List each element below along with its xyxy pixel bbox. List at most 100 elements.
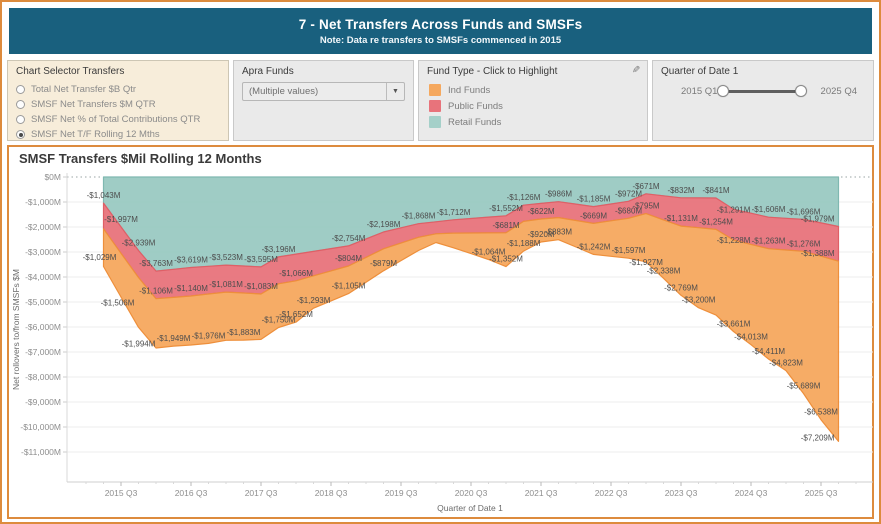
mark-label-public-funds: -$1,263M <box>752 237 786 246</box>
slider-track[interactable] <box>723 90 801 93</box>
dashboard-header: 7 - Net Transfers Across Funds and SMSFs… <box>9 8 872 54</box>
mark-label-ind-funds: -$1,949M <box>157 334 191 343</box>
x-tick-label: 2021 Q3 <box>525 488 558 498</box>
legend-swatch <box>429 100 441 112</box>
y-axis-title: Net rollovers to/from SMSFs $M <box>11 269 21 390</box>
mark-label-retail-funds: -$1,696M <box>787 207 821 216</box>
fund-type-legend-panel: Fund Type - Click to Highlight ✎ Ind Fun… <box>418 60 648 141</box>
radio-icon[interactable] <box>16 85 25 94</box>
mark-label-public-funds: -$669M <box>580 211 607 220</box>
mark-label-ind-funds: -$1,597M <box>612 246 646 255</box>
mark-label-retail-funds: -$3,196M <box>262 245 296 254</box>
mark-label-retail-funds: -$1,185M <box>577 195 611 204</box>
radio-option-label: SMSF Net T/F Rolling 12 Mths <box>31 129 160 140</box>
mark-label-ind-funds: -$6,538M <box>804 408 838 417</box>
radio-option-label: SMSF Net Transfers $M QTR <box>31 99 156 110</box>
chart-selector-option[interactable]: Total Net Transfer $B Qtr <box>16 82 220 97</box>
chart-selector-option[interactable]: SMSF Net % of Total Contributions QTR <box>16 112 220 127</box>
mark-label-ind-funds: -$5,689M <box>787 382 821 391</box>
chevron-down-icon[interactable]: ▼ <box>386 83 404 100</box>
mark-label-retail-funds: -$841M <box>702 186 729 195</box>
y-tick-label: -$11,000M <box>21 447 61 457</box>
chart-selector-option[interactable]: SMSF Net Transfers $M QTR <box>16 97 220 112</box>
slider-handle-right[interactable] <box>794 85 807 97</box>
mark-label-public-funds: -$1,106M <box>139 287 173 296</box>
chart-selector-title: Chart Selector Transfers <box>16 66 125 77</box>
highlight-pen-icon[interactable]: ✎ <box>631 65 640 76</box>
chart-selector-option[interactable]: SMSF Net T/F Rolling 12 Mths <box>16 127 220 142</box>
mark-label-public-funds: -$622M <box>527 207 554 216</box>
mark-label-retail-funds: -$1,997M <box>104 215 138 224</box>
fund-type-legend-items: Ind Funds Public Funds Retail Funds <box>427 82 639 130</box>
mark-label-ind-funds: -$1,064M <box>472 248 506 257</box>
stacked-area-chart[interactable]: $0M -$1,000M -$2,000M -$3,000M -$4,000M -$5,0… <box>9 167 876 517</box>
mark-label-retail-funds: -$972M <box>615 189 642 198</box>
quarter-filter-title: Quarter of Date 1 <box>661 66 739 77</box>
mark-label-retail-funds: -$671M <box>632 182 659 191</box>
y-tick-label: $0M <box>44 172 61 182</box>
apra-funds-dropdown[interactable]: (Multiple values) ▼ <box>242 82 405 101</box>
mark-label-ind-funds: -$1,293M <box>297 296 331 305</box>
mark-label-retail-funds: -$3,523M <box>209 253 243 262</box>
mark-label-public-funds: -$804M <box>335 254 362 263</box>
apra-funds-title: Apra Funds <box>242 66 294 77</box>
y-tick-label: -$4,000M <box>25 272 61 282</box>
mark-label-public-funds: -$1,276M <box>787 239 821 248</box>
mark-label-ind-funds: -$4,823M <box>769 359 803 368</box>
mark-label-ind-funds: -$1,750M <box>262 316 296 325</box>
mark-label-ind-funds: -$1,883M <box>227 328 261 337</box>
y-tick-label: -$3,000M <box>25 247 61 257</box>
x-tick-label: 2022 Q3 <box>595 488 628 498</box>
x-tick-label: 2020 Q3 <box>455 488 488 498</box>
mark-label-retail-funds: -$3,595M <box>244 255 278 264</box>
legend-swatch <box>429 84 441 96</box>
mark-label-public-funds: -$1,083M <box>244 282 278 291</box>
filter-panels: Chart Selector Transfers Total Net Trans… <box>7 60 874 141</box>
mark-label-ind-funds: -$879M <box>370 259 397 268</box>
y-tick-label: -$6,000M <box>25 322 61 332</box>
radio-icon[interactable] <box>16 130 25 139</box>
slider-max-label: 2025 Q4 <box>820 86 857 97</box>
mark-label-retail-funds: -$3,619M <box>174 255 208 264</box>
mark-label-public-funds: -$795M <box>632 202 659 211</box>
mark-label-ind-funds: -$1,105M <box>332 282 366 291</box>
chart-selector-panel: Chart Selector Transfers Total Net Trans… <box>7 60 229 141</box>
radio-icon[interactable] <box>16 100 25 109</box>
x-tick-label: 2015 Q3 <box>105 488 138 498</box>
mark-label-retail-funds: -$1,606M <box>752 205 786 214</box>
quarter-range-slider[interactable] <box>717 85 807 98</box>
mark-label-retail-funds: -$1,868M <box>402 212 436 221</box>
slider-min-label: 2015 Q1 <box>681 86 718 97</box>
mark-label-ind-funds: -$7,209M <box>801 433 835 442</box>
mark-label-public-funds: -$1,131M <box>664 214 698 223</box>
x-axis-title: Quarter of Date 1 <box>437 503 503 513</box>
quarter-slider-row: 2015 Q1 2025 Q4 <box>661 85 865 98</box>
mark-label-ind-funds: -$1,242M <box>577 242 611 251</box>
legend-item-ind-funds[interactable]: Ind Funds <box>427 82 639 98</box>
mark-label-retail-funds: -$832M <box>667 186 694 195</box>
area-band-ind-funds[interactable] <box>102 213 840 442</box>
quarter-filter-panel: Quarter of Date 1 2015 Q1 2025 Q4 <box>652 60 874 141</box>
mark-label-ind-funds: -$3,200M <box>682 296 716 305</box>
y-tick-label: -$1,000M <box>25 197 61 207</box>
slider-handle-left[interactable] <box>717 85 730 97</box>
mark-label-retail-funds: -$3,763M <box>139 259 173 268</box>
x-tick-label: 2016 Q3 <box>175 488 208 498</box>
x-tick-label: 2019 Q3 <box>385 488 418 498</box>
x-tick-label: 2024 Q3 <box>735 488 768 498</box>
legend-item-retail-funds[interactable]: Retail Funds <box>427 114 639 130</box>
chart-title: SMSF Transfers $Mil Rolling 12 Months <box>19 151 262 166</box>
mark-label-ind-funds: -$1,976M <box>192 331 226 340</box>
y-tick-label: -$10,000M <box>20 422 61 432</box>
chart-section: SMSF Transfers $Mil Rolling 12 Months $0… <box>7 145 874 519</box>
y-tick-label: -$5,000M <box>25 297 61 307</box>
y-tick-label: -$9,000M <box>25 397 61 407</box>
page-subtitle: Note: Data re transfers to SMSFs commenc… <box>319 34 562 46</box>
mark-label-retail-funds: -$1,979M <box>801 214 835 223</box>
apra-funds-dropdown-value: (Multiple values) <box>249 86 319 97</box>
legend-item-public-funds[interactable]: Public Funds <box>427 98 639 114</box>
radio-icon[interactable] <box>16 115 25 124</box>
mark-label-public-funds: -$1,066M <box>279 269 313 278</box>
mark-label-ind-funds: -$2,338M <box>647 266 681 275</box>
